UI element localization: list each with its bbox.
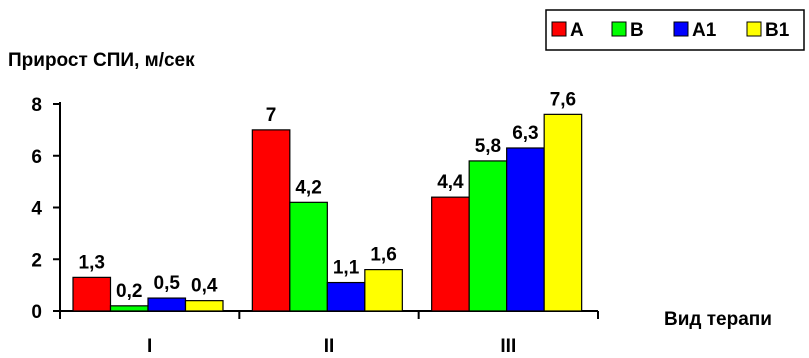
- legend-swatch: [551, 21, 567, 37]
- bar-b-1: [109, 305, 149, 312]
- bar-a-1: [72, 276, 112, 312]
- y-tick-label: 0: [31, 302, 42, 323]
- bar-b1-3: [543, 113, 583, 312]
- legend-label: A1: [692, 20, 717, 41]
- x-tick-label: II: [324, 336, 335, 357]
- data-label: 1,3: [79, 252, 105, 273]
- x-axis-label: Вид терапи: [664, 309, 772, 330]
- y-tick-label: 4: [31, 199, 42, 220]
- data-label: 4,4: [437, 172, 464, 193]
- bar-b-3: [468, 160, 508, 312]
- data-label: 7: [266, 105, 277, 126]
- y-tick-label: 8: [31, 95, 42, 116]
- data-label: 0,2: [116, 281, 142, 302]
- legend-label: A: [570, 20, 584, 41]
- data-label: 1,6: [370, 245, 396, 266]
- y-tick-label: 2: [31, 250, 42, 271]
- y-axis-label: Прирост СПИ, м/сек: [8, 50, 195, 71]
- legend-swatch: [746, 21, 762, 37]
- legend-label: B1: [765, 20, 790, 41]
- data-label: 0,4: [191, 276, 218, 297]
- data-label: 0,5: [154, 273, 181, 294]
- y-tick-label: 6: [31, 147, 42, 168]
- bar-b-2: [289, 201, 328, 312]
- bar-a-2: [251, 129, 291, 312]
- data-label: 1,1: [333, 258, 360, 279]
- bar-b1-2: [364, 269, 403, 312]
- legend: A B A1 B1: [545, 9, 805, 51]
- bar-a1-3: [506, 147, 545, 312]
- x-tick-label: I: [147, 336, 152, 357]
- legend-swatch: [673, 21, 689, 37]
- legend-label: B: [630, 20, 644, 41]
- legend-swatch: [611, 21, 627, 37]
- data-label: 5,8: [475, 136, 501, 157]
- bar-a-3: [431, 196, 470, 312]
- data-label: 6,3: [512, 123, 538, 144]
- data-label: 4,2: [295, 177, 321, 198]
- x-tick-label: III: [500, 336, 516, 357]
- plot-area: 0 2 4 6 8 1,3 0,2 0,5 0,4 I 7 4,2 1,1 1,6 II 4,4 5,8 6,3 7…: [31, 89, 599, 357]
- bar-a1-2: [326, 281, 366, 312]
- bar-b1-1: [184, 300, 224, 312]
- bar-a1-1: [147, 297, 187, 312]
- data-label: 7,6: [550, 89, 576, 110]
